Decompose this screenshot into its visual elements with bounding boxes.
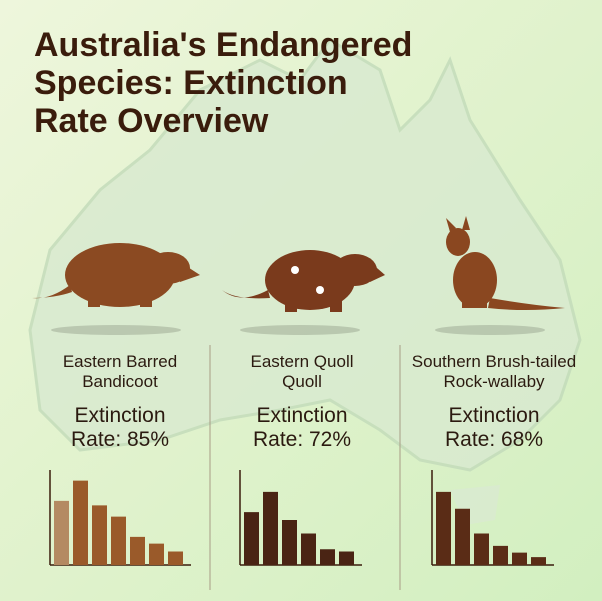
- bar: [92, 505, 107, 565]
- bar: [244, 512, 259, 565]
- bar: [436, 491, 451, 565]
- bar: [512, 552, 527, 565]
- bar: [111, 516, 126, 565]
- extinction-rate: Extinction Rate: 85%: [70, 404, 170, 451]
- bar: [130, 536, 145, 565]
- page-title: Australia's Endangered Species: Extincti…: [34, 26, 413, 140]
- species-name: Southern Brush-tailed Rock-wallaby: [411, 352, 577, 391]
- bar: [455, 508, 470, 565]
- bar: [282, 520, 297, 565]
- bar: [531, 557, 546, 565]
- bar: [149, 543, 164, 565]
- bar: [263, 491, 278, 565]
- quoll-icon: [222, 250, 385, 335]
- bar: [54, 500, 69, 565]
- extinction-rate: Extinction Rate: 68%: [444, 404, 544, 451]
- bar: [493, 545, 508, 565]
- species-name: Eastern Barred Bandicoot: [62, 352, 178, 391]
- bar: [73, 480, 88, 565]
- bar: [474, 533, 489, 565]
- bar: [168, 551, 183, 565]
- wallaby-icon: [435, 216, 565, 335]
- bar: [339, 551, 354, 565]
- bar: [320, 549, 335, 565]
- bandicoot-icon: [32, 243, 200, 335]
- extinction-rate: Extinction Rate: 72%: [252, 404, 352, 451]
- species-name: Eastern Quoll Quoll: [250, 352, 354, 391]
- bar: [301, 533, 316, 565]
